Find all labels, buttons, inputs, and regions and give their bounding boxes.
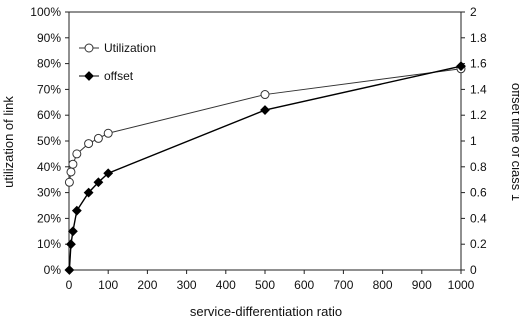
- y-right-tick-label: 0.4: [470, 211, 487, 225]
- offset-data-point: [71, 205, 82, 216]
- y-left-tick-label: 70%: [37, 82, 61, 96]
- legend-label-offset: offset: [104, 69, 134, 83]
- offset-data-point: [64, 265, 75, 275]
- utilization-data-point: [260, 90, 270, 100]
- offset-data-point: [456, 61, 466, 72]
- y-left-tick-label: 80%: [37, 57, 61, 71]
- utilization-data-point: [72, 149, 82, 159]
- offset-data-point: [83, 187, 94, 198]
- axes: 0 100 200 300 400 500 600 700 800 900 1000 0% 10% 20%…: [30, 5, 487, 292]
- utilization-data-point: [64, 177, 74, 187]
- x-tick-label: 900: [412, 278, 432, 292]
- y-right-tick-label: 0.6: [470, 186, 487, 200]
- y-left-tick-label: 0%: [44, 263, 62, 277]
- legend-marker-offset: [84, 71, 94, 81]
- series-layer: [64, 61, 466, 275]
- utilization-data-point: [68, 159, 78, 169]
- utilization-data-point: [93, 133, 103, 143]
- utilization-data-point: [84, 139, 94, 149]
- y-right-tick-label: 2: [470, 5, 477, 19]
- offset-data-point: [93, 177, 104, 188]
- x-tick-label: 0: [66, 278, 73, 292]
- x-tick-label: 300: [177, 278, 197, 292]
- x-tick-label: 100: [98, 278, 118, 292]
- x-tick-label: 600: [294, 278, 314, 292]
- offset-data-point: [66, 239, 76, 250]
- y-left-tick-label: 20%: [37, 211, 61, 225]
- y-right-tick-label: 1: [470, 134, 477, 148]
- y-right-tick-label: 0.8: [470, 160, 487, 174]
- x-tick-label: 700: [333, 278, 353, 292]
- y-right-tick-label: 0.2: [470, 237, 487, 251]
- y-left-tick-label: 30%: [37, 186, 61, 200]
- x-tick-label: 200: [137, 278, 157, 292]
- x-axis-title: service-differentiation ratio: [190, 304, 342, 319]
- y-left-tick-label: 60%: [37, 108, 61, 122]
- y-left-tick-label: 90%: [37, 31, 61, 45]
- x-tick-label: 400: [216, 278, 236, 292]
- x-tick-label: 500: [255, 278, 275, 292]
- y-axis-left-title: utilization of link: [1, 96, 16, 188]
- y-right-tick-label: 0: [470, 263, 477, 277]
- legend-marker-utilization: [84, 43, 94, 53]
- y-right-tick-label: 1.6: [470, 57, 487, 71]
- legend-label-utilization: Utilization: [104, 41, 156, 55]
- y-left-tick-label: 100%: [30, 5, 61, 19]
- legend: Utilization offset: [79, 41, 156, 83]
- y-axis-right-title: offset time of class 1: [509, 83, 519, 201]
- y-left-tick-label: 10%: [37, 237, 61, 251]
- offset-data-point: [260, 105, 270, 115]
- y-right-tick-label: 1.4: [470, 82, 487, 96]
- y-left-tick-label: 40%: [37, 160, 61, 174]
- utilization-data-point: [103, 128, 113, 138]
- y-right-tick-label: 1.8: [470, 31, 487, 45]
- y-left-tick-label: 50%: [37, 134, 61, 148]
- offset-data-point: [103, 168, 114, 179]
- x-tick-label: 800: [373, 278, 393, 292]
- offset-data-point: [68, 226, 78, 237]
- y-right-tick-label: 1.2: [470, 108, 487, 122]
- x-tick-label: 1000: [448, 278, 475, 292]
- utilization-data-point: [66, 167, 76, 177]
